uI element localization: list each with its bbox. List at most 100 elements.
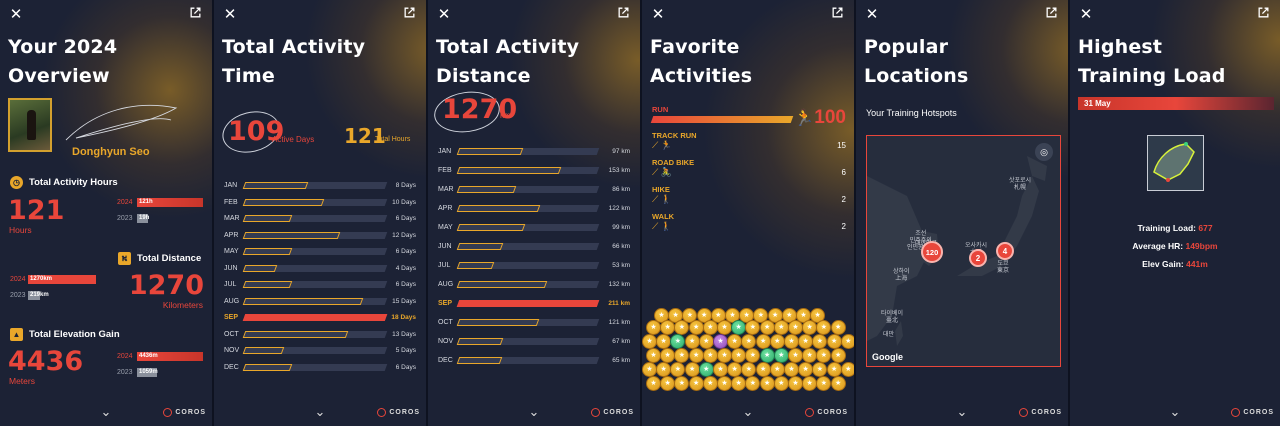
chevron-down-icon[interactable]: ⌄ — [314, 404, 326, 419]
active-days-label: Active Days — [272, 135, 315, 144]
panel-locations: ✕ Popular Locations Your Training Hotspo… — [856, 0, 1068, 426]
favorite-label: TRACK RUN — [652, 131, 697, 140]
favorite-label: ROAD BIKE — [652, 158, 695, 167]
chevron-down-icon[interactable]: ⌄ — [100, 404, 112, 419]
map-label: 도쿄 東京 — [997, 261, 1010, 274]
run-count: 100 — [814, 107, 846, 128]
month-row: OCT 121 km — [438, 317, 630, 328]
year-2023-label: 2023 — [10, 292, 26, 299]
share-icon[interactable] — [1254, 6, 1272, 24]
month-row: AUG 132 km — [438, 279, 630, 290]
brand-logo: COROS — [1231, 408, 1274, 417]
medal-icon: ★ — [810, 308, 826, 323]
activity-icon: ⟋ 🚴 — [652, 167, 673, 177]
page-title: Popular Locations — [864, 36, 969, 87]
medal-icon: ★ — [826, 362, 842, 377]
close-icon[interactable]: ✕ — [865, 6, 879, 23]
locations-subtitle: Your Training Hotspots — [866, 108, 957, 118]
medal-icon: ★ — [755, 362, 771, 377]
month-bar — [456, 300, 600, 307]
month-label: NOV — [224, 347, 240, 354]
month-bar — [456, 167, 561, 174]
route-icon — [1153, 142, 1195, 182]
chevron-down-icon[interactable]: ⌄ — [528, 404, 540, 419]
medal-icon: ★ — [741, 362, 757, 377]
share-icon[interactable] — [400, 6, 418, 24]
close-icon[interactable]: ✕ — [223, 6, 237, 23]
medal-icon: ★ — [660, 348, 676, 363]
medal-icon: ★ — [642, 362, 657, 377]
medal-icon: ★ — [688, 348, 704, 363]
month-value: 86 km — [612, 186, 630, 193]
month-bar — [242, 215, 293, 222]
chevron-down-icon[interactable]: ⌄ — [956, 404, 968, 419]
activity-icon: ⟋ 🚶 — [652, 194, 673, 204]
month-row: APR 122 km — [438, 203, 630, 214]
month-bar — [456, 148, 524, 155]
hotspot-marker[interactable]: 4 — [996, 242, 1014, 260]
share-icon[interactable] — [1042, 6, 1060, 24]
month-label: NOV — [438, 338, 454, 345]
medal-icon: ★ — [670, 362, 686, 377]
month-track — [456, 243, 600, 250]
month-track — [456, 224, 600, 231]
close-icon[interactable]: ✕ — [1079, 6, 1093, 23]
medal-icon: ★ — [656, 334, 672, 349]
month-bar — [456, 186, 517, 193]
locate-icon[interactable]: ◎ — [1035, 143, 1053, 161]
month-row: NOV 67 km — [438, 336, 630, 347]
run-label: RUN — [652, 105, 669, 114]
share-icon[interactable] — [614, 6, 632, 24]
activity-hours-label: ◷ Total Activity Hours — [10, 176, 118, 189]
panel-glow — [508, 0, 640, 190]
signature-icon — [65, 104, 178, 141]
month-value: 6 Days — [395, 248, 416, 255]
month-row: JUL 6 Days — [224, 279, 416, 290]
month-bar — [242, 182, 309, 189]
chevron-down-icon[interactable]: ⌄ — [742, 404, 754, 419]
month-row: FEB 10 Days — [224, 197, 416, 208]
month-label: MAR — [438, 186, 454, 193]
medal-icon: ★ — [788, 348, 803, 363]
share-icon[interactable] — [828, 6, 846, 24]
medal-icon: ★ — [759, 376, 775, 391]
month-value: 10 Days — [392, 198, 416, 206]
month-row: JUN 4 Days — [224, 263, 416, 274]
total-hours-label: Total Hours — [375, 136, 411, 143]
distance-unit: Kilometers — [162, 300, 203, 310]
total-hours-value: 121 — [344, 124, 386, 148]
share-icon[interactable] — [186, 6, 204, 24]
page-title: Favorite Activities — [650, 36, 753, 87]
medal-icon: ★ — [717, 320, 732, 335]
month-label: JUN — [438, 243, 452, 250]
month-track — [242, 231, 388, 239]
month-track — [456, 357, 600, 364]
close-icon[interactable]: ✕ — [437, 6, 451, 23]
close-icon[interactable]: ✕ — [9, 6, 23, 23]
medal-pile: ★ ★ ★ ★ ★ ★ ★ ★ ★ ★ ★ ★ ★ ★ ★ ★ ★ ★ ★ ★ ★ ★ ★ ★ ★ ★ ★ ★ ★ ★ ★ ★ ★ ★ ★ ★ ★ ★ ★ ★… — [642, 300, 854, 404]
month-value: 5 Days — [395, 347, 416, 354]
month-label: AUG — [438, 281, 454, 288]
elevation-label: ▲ Total Elevation Gain — [10, 328, 120, 341]
month-track — [456, 262, 600, 269]
month-value: 122 km — [608, 205, 630, 212]
chevron-down-icon[interactable]: ⌄ — [1169, 404, 1181, 419]
medal-icon: ★ — [816, 376, 832, 391]
activity-hours-unit: Hours — [9, 225, 32, 235]
month-bar — [456, 357, 503, 364]
medal-icon: ★ — [717, 348, 732, 363]
medal-icon: ★ — [788, 376, 803, 391]
month-label: AUG — [224, 297, 240, 305]
medal-icon: ★ — [684, 334, 700, 349]
brand-logo: COROS — [377, 408, 420, 417]
month-bar — [242, 363, 293, 371]
close-icon[interactable]: ✕ — [651, 6, 665, 23]
elevation-value: 4436 — [8, 346, 84, 377]
hotspot-marker[interactable]: 2 — [969, 249, 987, 267]
month-value: 153 km — [608, 167, 630, 174]
activity-icon: ⟋ 🏃 — [652, 140, 673, 150]
month-label: DEC — [224, 363, 239, 371]
month-bar — [242, 297, 364, 305]
hotspot-marker[interactable]: 120 — [921, 241, 943, 263]
